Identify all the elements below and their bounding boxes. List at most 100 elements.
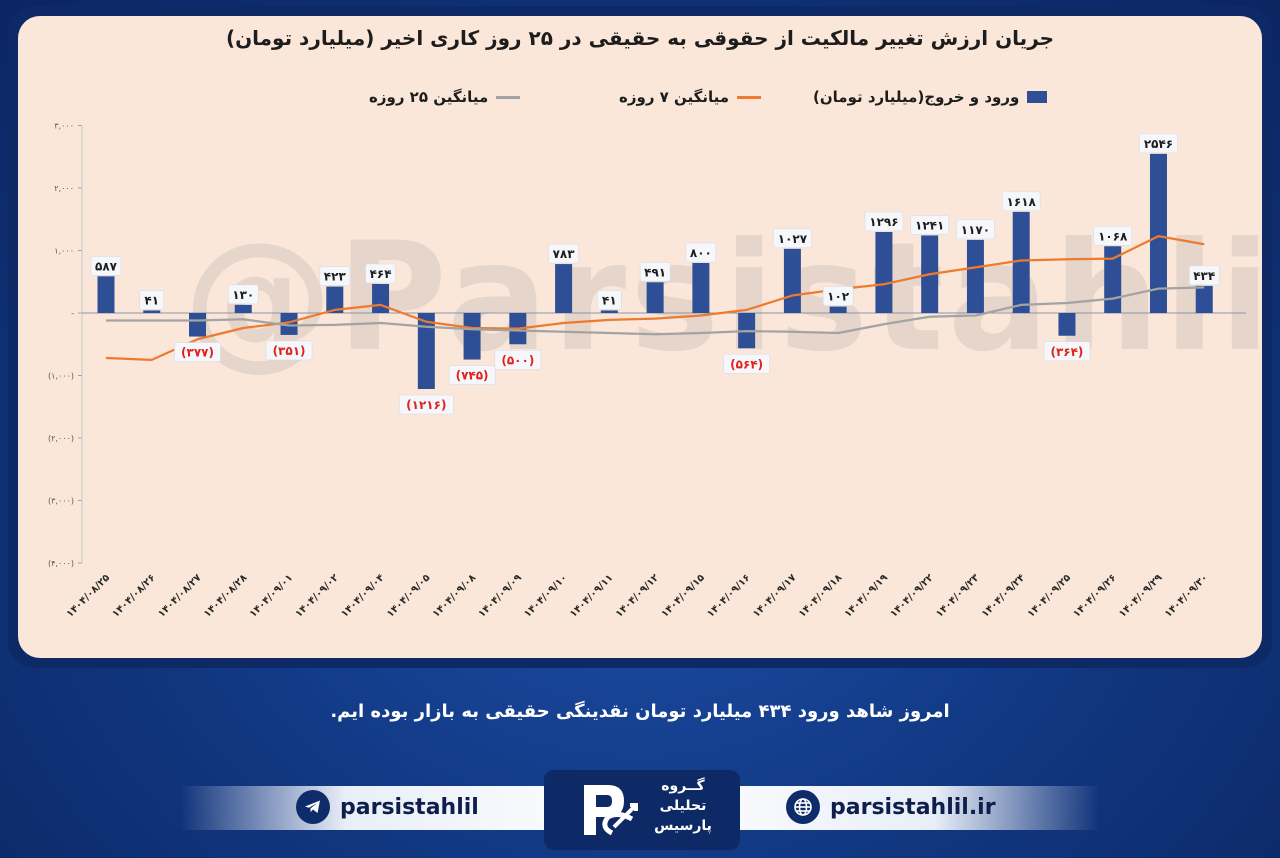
data-label-box	[174, 342, 221, 362]
y-tick-label: ۱,۰۰۰	[54, 247, 74, 256]
bar	[783, 248, 801, 313]
data-label-box	[1139, 133, 1178, 154]
website-url: parsistahlil.ir	[830, 794, 996, 820]
data-label: ۴۱	[602, 293, 617, 307]
data-label-box	[956, 219, 995, 240]
data-label-box	[548, 243, 579, 264]
data-label: ۱۲۴۱	[915, 218, 944, 232]
data-label-box	[822, 286, 854, 306]
x-tick-label: ۱۴۰۴/۰۹/۰۹	[476, 572, 523, 619]
bar	[326, 286, 344, 313]
x-tick-label: ۱۴۰۴/۰۸/۲۸	[202, 572, 249, 619]
data-label: ۴۹۱	[644, 265, 666, 279]
data-label-box	[1043, 341, 1091, 362]
data-label: (۳۵۱)	[273, 344, 306, 358]
data-label-box	[265, 340, 313, 361]
logo-line-2: تحلیلی	[659, 798, 707, 814]
data-label-box	[685, 242, 717, 263]
telegram-icon	[296, 790, 330, 824]
data-label-box	[1188, 265, 1220, 286]
bar	[1149, 153, 1167, 313]
x-tick-label: ۱۴۰۴/۰۹/۳۰	[1163, 572, 1210, 619]
data-label: ۱۳۰	[232, 288, 254, 302]
data-label: (۳۷۷)	[181, 346, 214, 360]
x-tick-label: ۱۴۰۴/۰۹/۱۱	[568, 572, 615, 619]
x-tick-label: ۱۴۰۴/۰۹/۲۵	[1026, 572, 1073, 619]
data-label-box	[494, 349, 542, 370]
y-tick-label: (۱,۰۰۰)	[48, 372, 74, 381]
data-label: (۵۰۰)	[501, 353, 534, 367]
data-label: ۱۶۱۸	[1007, 195, 1037, 209]
data-label: (۳۶۴)	[1050, 345, 1083, 359]
bar	[417, 313, 435, 389]
bar	[234, 304, 252, 313]
x-tick-label: ۱۴۰۴/۰۹/۱۲	[614, 572, 661, 619]
x-tick-label: ۱۴۰۴/۰۹/۰۸	[431, 572, 478, 619]
x-tick-label: ۱۴۰۴/۰۹/۱۹	[843, 572, 890, 619]
data-label-box	[90, 256, 122, 276]
x-tick-label: ۱۴۰۴/۰۸/۲۵	[65, 572, 112, 619]
parsis-logo-icon	[584, 785, 638, 836]
legend-label-ma7: میانگین ۷ روزه	[619, 88, 730, 106]
legend-label-ma25: میانگین ۲۵ روزه	[369, 88, 489, 106]
logo-line-1: گــروه	[661, 778, 705, 794]
data-label: ۱۰۲	[827, 290, 850, 304]
website-link[interactable]: parsistahlil.ir	[786, 790, 996, 824]
data-label: (۵۶۴)	[730, 357, 763, 371]
bar	[1195, 285, 1213, 313]
bar	[1104, 246, 1122, 313]
x-tick-label: ۱۴۰۴/۰۸/۲۶	[110, 572, 157, 619]
bar	[463, 313, 481, 360]
x-tick-label: ۱۴۰۴/۰۹/۱۰	[522, 572, 569, 619]
data-label-box	[139, 290, 165, 310]
data-label: ۴۲۳	[324, 270, 347, 284]
data-label-box	[723, 353, 770, 374]
series-line-ma25	[106, 286, 1205, 336]
x-tick-label: ۱۴۰۴/۰۹/۲۶	[1071, 572, 1118, 619]
chart-panel: @Parsistahlil	[18, 16, 1262, 658]
data-label-box	[864, 211, 904, 232]
legend-item-ma25: میانگین ۲۵ روزه	[369, 88, 521, 106]
data-label: ۴۱	[144, 293, 159, 307]
telegram-link[interactable]: parsistahlil	[296, 790, 479, 824]
data-label-box	[227, 284, 259, 305]
data-label: ۲۵۴۶	[1144, 137, 1173, 151]
data-label-box	[1093, 225, 1133, 246]
x-tick-label: ۱۴۰۴/۰۹/۲۳	[934, 572, 981, 619]
bar	[692, 263, 710, 313]
data-label: ۸۰۰	[690, 246, 712, 260]
legend: ورود و خروج(میلیارد تومان) میانگین ۷ روز…	[0, 88, 1280, 112]
logo-block	[544, 770, 740, 850]
bar	[280, 313, 298, 335]
logo-line-3: پارسیس	[654, 818, 712, 834]
legend-swatch-ma7	[737, 95, 762, 99]
data-label-box	[319, 266, 351, 286]
data-label-box	[639, 262, 671, 282]
data-label-box	[773, 228, 812, 249]
x-tick-label: ۱۴۰۴/۰۸/۲۷	[156, 572, 203, 619]
x-tick-label: ۱۴۰۴/۰۹/۰۵	[385, 572, 432, 619]
x-tick-label: ۱۴۰۴/۰۹/۰۲	[293, 572, 340, 619]
bar	[555, 264, 573, 313]
legend-swatch-bars	[1027, 91, 1048, 103]
data-label: ۱۰۶۸	[1098, 229, 1128, 243]
legend-item-bars: ورود و خروج(میلیارد تومان)	[813, 88, 1048, 106]
data-label: (۱۲۱۶)	[406, 398, 446, 412]
chart-title: جریان ارزش تغییر مالکیت از حقوقی به حقیق…	[225, 26, 1055, 50]
y-tick-label: (۲,۰۰۰)	[48, 434, 74, 443]
x-tick-label: ۱۴۰۴/۰۹/۲۴	[980, 572, 1027, 619]
bar	[966, 239, 984, 313]
bar	[646, 282, 664, 313]
data-label: ۱۱۷۰	[961, 223, 990, 237]
data-label-box	[597, 290, 622, 310]
x-tick-label: ۱۴۰۴/۰۹/۲۹	[1117, 572, 1164, 619]
globe-icon	[786, 790, 820, 824]
chart-plot: ۳,۰۰۰ ۲,۰۰۰ ۱,۰۰۰ - (۱,۰۰۰) (۲,۰۰۰) (۳,۰۰۰) (۴,…	[48, 122, 1246, 620]
bar	[829, 306, 847, 313]
legend-label-bars: ورود و خروج(میلیارد تومان)	[813, 88, 1020, 106]
data-label: ۱۰۲۷	[778, 232, 808, 246]
telegram-handle: parsistahlil	[340, 794, 479, 820]
x-tick-label: ۱۴۰۴/۰۹/۱۸	[797, 572, 844, 619]
y-tick-label: (۳,۰۰۰)	[48, 497, 74, 506]
bar	[143, 310, 161, 313]
